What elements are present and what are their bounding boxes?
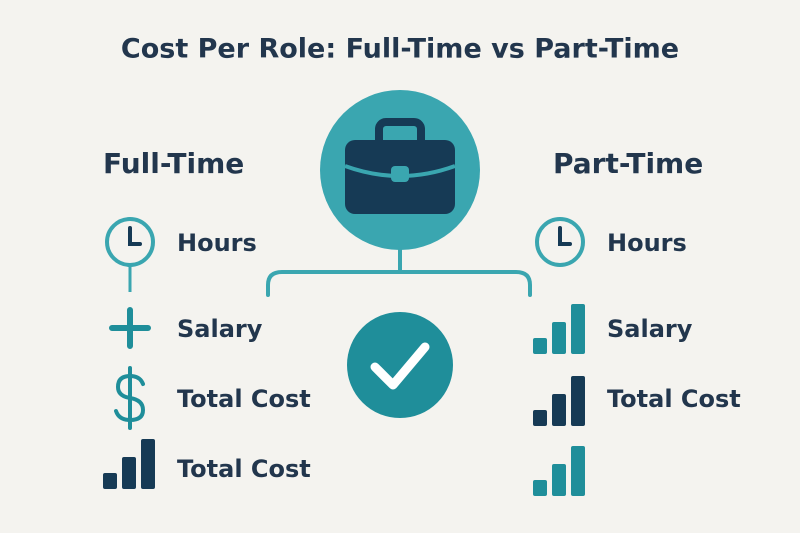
item-label: Total Cost bbox=[177, 385, 311, 413]
bar-shape bbox=[571, 446, 585, 496]
bar-shape bbox=[533, 480, 547, 496]
dollar-icon bbox=[114, 366, 146, 430]
bar-shape bbox=[552, 394, 566, 426]
bar-shape bbox=[571, 304, 585, 354]
check-circle bbox=[347, 312, 453, 418]
item-label: Salary bbox=[607, 315, 693, 343]
check-icon bbox=[370, 342, 430, 390]
bar-shape bbox=[552, 464, 566, 496]
column-heading: Full-Time bbox=[103, 147, 244, 180]
bars-icon bbox=[533, 446, 585, 496]
item-label: Total Cost bbox=[177, 455, 311, 483]
bar-shape bbox=[141, 439, 155, 489]
bar-shape bbox=[533, 410, 547, 426]
connector bbox=[266, 248, 532, 297]
bar-shape bbox=[571, 376, 585, 426]
bars-icon bbox=[103, 439, 155, 489]
bar-shape bbox=[122, 457, 136, 489]
bar-shape bbox=[552, 322, 566, 354]
title: Cost Per Role: Full-Time vs Part-Time bbox=[121, 34, 679, 65]
bar-shape bbox=[103, 473, 117, 489]
item-label: Hours bbox=[607, 229, 687, 257]
item-label: Hours bbox=[177, 229, 257, 257]
briefcase-icon bbox=[344, 118, 456, 214]
plus-icon bbox=[109, 307, 151, 349]
bars-icon bbox=[533, 304, 585, 354]
bar-shape bbox=[533, 338, 547, 354]
bars-icon bbox=[533, 376, 585, 426]
item-label: Salary bbox=[177, 315, 263, 343]
column-heading: Part-Time bbox=[553, 147, 703, 180]
item-label: Total Cost bbox=[607, 385, 741, 413]
clock-icon bbox=[535, 217, 585, 267]
